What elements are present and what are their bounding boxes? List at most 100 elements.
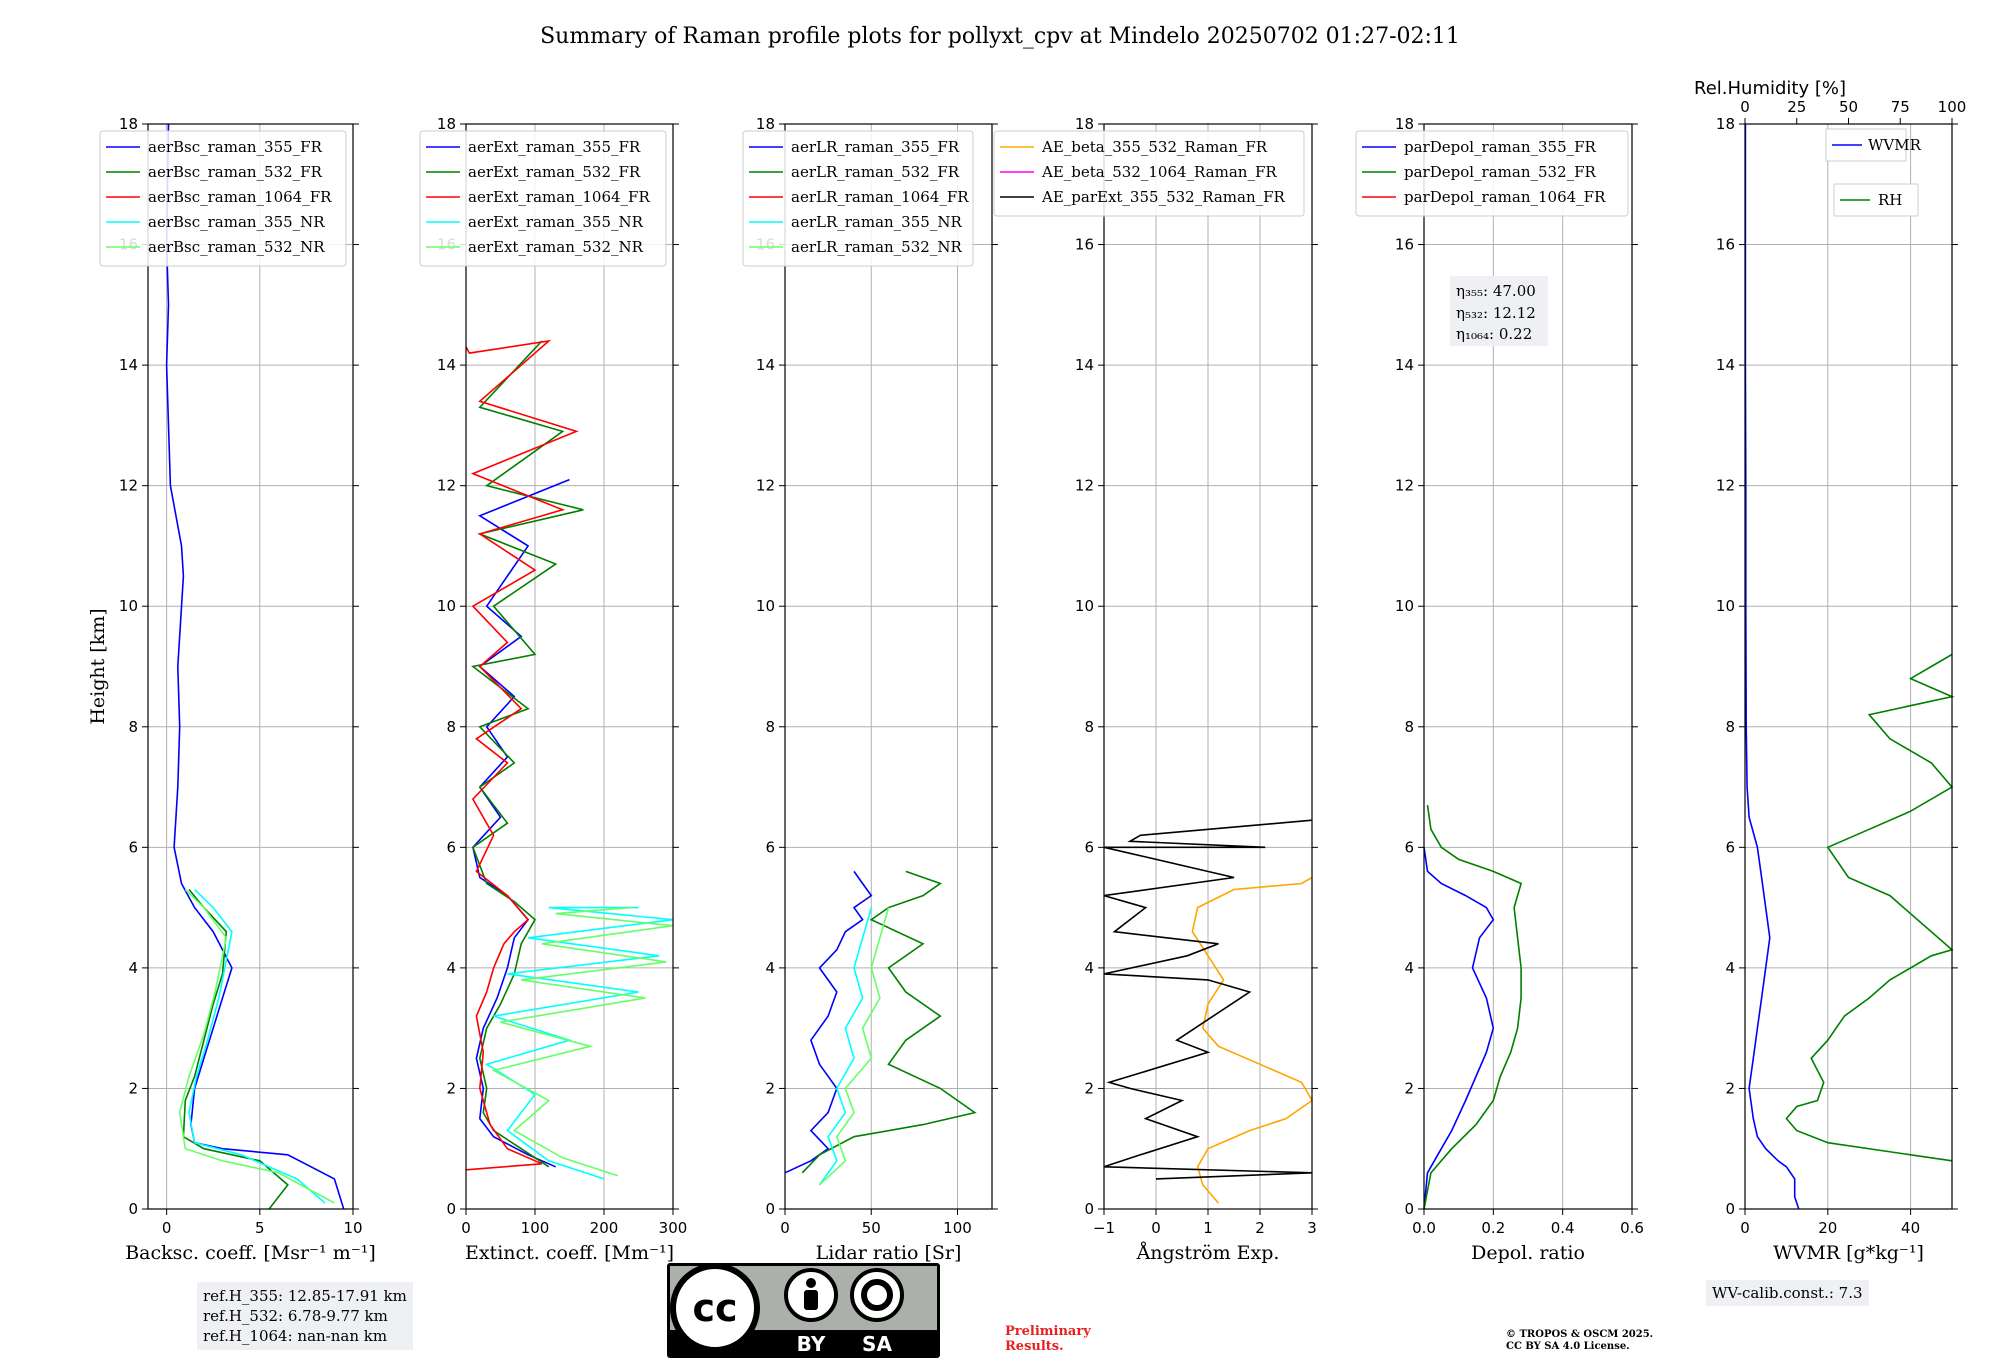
x-tick-label: 100 <box>943 1219 972 1237</box>
x-tick-label: 0 <box>461 1219 471 1237</box>
series-line-AE_beta_355_532_Raman_FR <box>1191 876 1314 1204</box>
y-tick-label: 18 <box>1395 115 1414 133</box>
y-tick-label: 14 <box>437 356 456 374</box>
y-tick-label: 18 <box>756 115 775 133</box>
series-line-aerExt_raman_532_NR <box>491 906 674 1177</box>
y-tick-label: 12 <box>437 477 456 495</box>
top-x-tick-label: 25 <box>1787 98 1806 116</box>
x-tick-label: 0.0 <box>1412 1219 1436 1237</box>
x-axis-label: WVMR [g*kg⁻¹] <box>1773 1242 1924 1264</box>
x-tick-label: 0.4 <box>1551 1219 1575 1237</box>
y-tick-label: 2 <box>1725 1079 1735 1097</box>
x-tick-label: 1 <box>1203 1219 1213 1237</box>
y-tick-label: 18 <box>1075 115 1094 133</box>
y-tick-label: 12 <box>756 477 775 495</box>
y-tick-label: 4 <box>765 959 775 977</box>
y-tick-label: 2 <box>446 1079 456 1097</box>
y-tick-label: 10 <box>756 597 775 615</box>
series-line-aerBsc_raman_355_NR <box>188 888 326 1204</box>
y-tick-label: 10 <box>1395 597 1414 615</box>
series-line-aerExt_raman_1064_FR <box>465 339 579 1171</box>
y-tick-label: 12 <box>119 477 138 495</box>
x-axis-label: Depol. ratio <box>1471 1242 1585 1264</box>
y-tick-label: 8 <box>1084 718 1094 736</box>
y-tick-label: 14 <box>1716 356 1735 374</box>
x-tick-label: 10 <box>343 1219 362 1237</box>
y-tick-label: 4 <box>446 959 456 977</box>
eta-box: η₃₅₅: 47.00 η₅₃₂: 12.12 η₁₀₆₄: 0.22 <box>1450 276 1548 346</box>
panel-2: 0100200300024681012141618Extinct. coeff.… <box>419 115 688 1264</box>
y-tick-label: 6 <box>128 838 138 856</box>
legend-entry: aerLR_raman_355_FR <box>791 138 960 156</box>
y-tick-label: 12 <box>1075 477 1094 495</box>
y-tick-label: 10 <box>437 597 456 615</box>
y-tick-label: 6 <box>446 838 456 856</box>
legend-entry: parDepol_raman_1064_FR <box>1404 188 1606 206</box>
x-axis-label: Backsc. coeff. [Msr⁻¹ m⁻¹] <box>125 1242 376 1264</box>
y-tick-label: 6 <box>1725 838 1735 856</box>
plot-frame <box>1423 123 1633 1210</box>
y-tick-label: 8 <box>128 718 138 736</box>
y-tick-label: 10 <box>1075 597 1094 615</box>
legend-entry: AE_parExt_355_532_Raman_FR <box>1041 188 1286 206</box>
y-tick-label: 0 <box>1404 1200 1414 1218</box>
series-line-RH <box>1785 653 1955 1162</box>
legend: aerLR_raman_355_FR aerLR_raman_532_FR aerL… <box>742 130 974 267</box>
legend-box <box>99 130 347 267</box>
series-line-aerLR_raman_532_NR <box>818 907 890 1186</box>
ref-height-1064: ref.H_1064: nan-nan km <box>203 1327 388 1345</box>
y-tick-label: 8 <box>1404 718 1414 736</box>
legend-entry: aerLR_raman_532_FR <box>791 163 960 181</box>
series-line-aerLR_raman_355_NR <box>818 907 873 1186</box>
legend-entry: aerBsc_raman_532_FR <box>148 163 323 181</box>
y-tick-label: 18 <box>1716 115 1735 133</box>
y-tick-label: 2 <box>765 1079 775 1097</box>
plot-frame <box>784 123 993 1210</box>
legend-entry: parDepol_raman_532_FR <box>1404 163 1597 181</box>
reference-height-box: ref.H_355: 12.85-17.91 km ref.H_532: 6.7… <box>197 1282 413 1350</box>
x-tick-label: 40 <box>1901 1219 1920 1237</box>
x-tick-label: −1 <box>1093 1219 1115 1237</box>
y-tick-label: 4 <box>1084 959 1094 977</box>
y-tick-label: 10 <box>119 597 138 615</box>
y-tick-label: 0 <box>1084 1200 1094 1218</box>
legend: parDepol_raman_355_FR parDepol_raman_532_… <box>1355 130 1629 217</box>
cc-mark: cc <box>692 1286 737 1330</box>
y-tick-label: 12 <box>1395 477 1414 495</box>
rh-legend: RH <box>1833 183 1919 217</box>
y-tick-label: 8 <box>446 718 456 736</box>
y-tick-label: 14 <box>1395 356 1414 374</box>
legend-box <box>742 130 974 267</box>
cc-sa-label: SA <box>862 1332 892 1356</box>
y-tick-label: 8 <box>765 718 775 736</box>
rh-legend-label: RH <box>1878 191 1902 209</box>
rh-axis-label: Rel.Humidity [%] <box>1694 78 1846 99</box>
legend: AE_beta_355_532_Raman_FR AE_beta_532_1064… <box>993 130 1305 217</box>
plot-frame <box>1744 123 1953 1210</box>
legend: aerBsc_raman_355_FR aerBsc_raman_532_FRae… <box>99 130 347 267</box>
preliminary-line-1: Preliminary <box>1005 1324 1091 1339</box>
y-tick-label: 14 <box>119 356 138 374</box>
legend-box <box>419 130 667 267</box>
x-tick-label: 200 <box>590 1219 619 1237</box>
ref-height-355: ref.H_355: 12.85-17.91 km <box>203 1287 407 1305</box>
x-tick-label: 0.6 <box>1620 1219 1644 1237</box>
y-tick-label: 6 <box>765 838 775 856</box>
x-tick-label: 0 <box>162 1219 172 1237</box>
y-tick-label: 16 <box>1075 236 1094 254</box>
x-axis-label: Ångström Exp. <box>1136 1242 1280 1264</box>
eta-532: η₅₃₂: 12.12 <box>1456 304 1536 322</box>
legend-entry: aerBsc_raman_1064_FR <box>148 188 332 206</box>
y-tick-label: 12 <box>1716 477 1735 495</box>
copyright-line-2: CC BY SA 4.0 License. <box>1506 1341 1630 1352</box>
legend-entry: aerBsc_raman_355_FR <box>148 138 323 156</box>
series-line-aerBsc_raman_532_NR <box>178 888 335 1204</box>
ref-height-532: ref.H_532: 6.78-9.77 km <box>203 1307 388 1325</box>
y-tick-label: 2 <box>128 1079 138 1097</box>
y-tick-label: 0 <box>446 1200 456 1218</box>
panel-5: 0.0 0.2 0.4 0.6 0 2 4 6 8 10 12 14 16 18 Depol. ratio p… <box>1355 115 1644 1264</box>
y-tick-label: 2 <box>1084 1079 1094 1097</box>
x-tick-label: 300 <box>659 1219 688 1237</box>
x-tick-label: 20 <box>1818 1219 1837 1237</box>
